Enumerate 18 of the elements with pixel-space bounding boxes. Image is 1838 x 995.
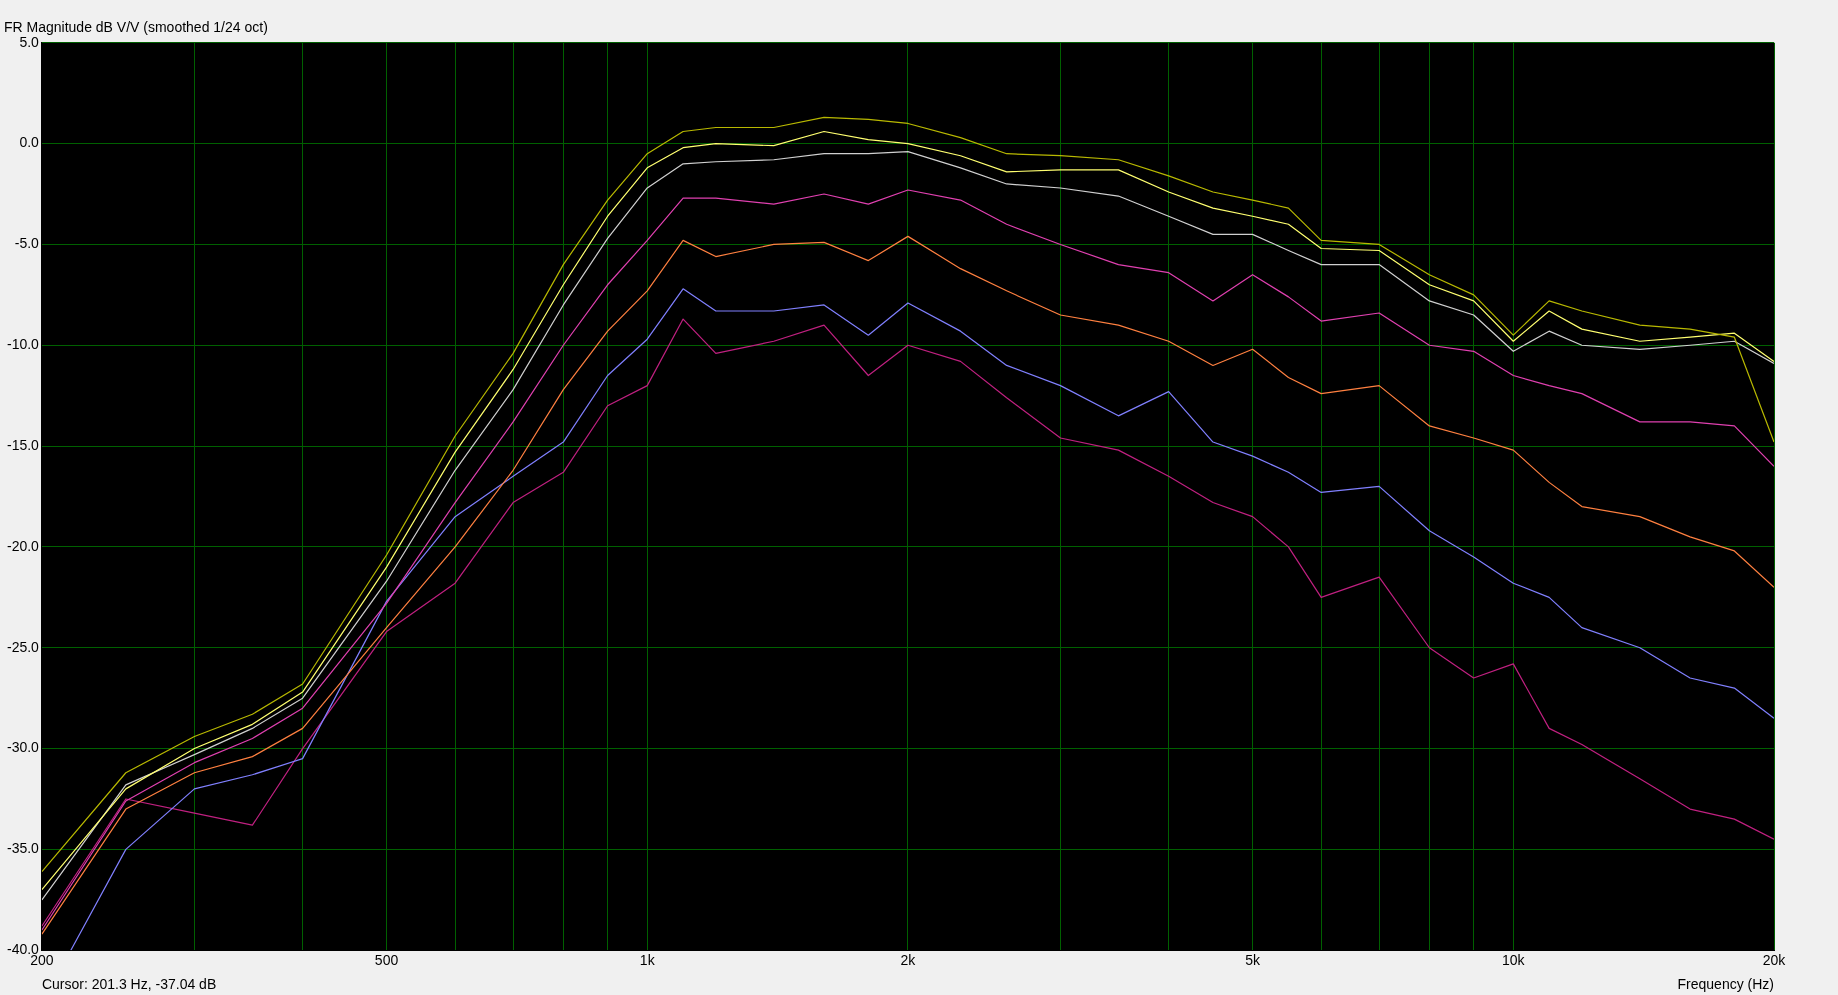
x-tick-label: 1k xyxy=(639,952,656,969)
y-tick-label: -10.0 xyxy=(6,336,40,353)
y-tick-label: -15.0 xyxy=(6,436,40,453)
x-tick-label: 500 xyxy=(374,952,399,969)
x-tick-label: 2k xyxy=(900,952,917,969)
x-tick-label: 5k xyxy=(1245,952,1261,969)
y-tick-label: -35.0 xyxy=(6,840,40,857)
y-tick-label: -20.0 xyxy=(6,537,40,554)
y-tick-label: -5.0 xyxy=(14,235,40,252)
y-tick-label: -30.0 xyxy=(6,739,40,756)
text: Cursor: 201.3 Hz, -37.04 dB xyxy=(41,975,217,992)
x-tick-label: 20k xyxy=(1762,952,1787,969)
x-axis-title: Frequency (Hz) xyxy=(1677,975,1774,992)
y-tick-label: 0.0 xyxy=(19,134,40,151)
x-tick-label: 10k xyxy=(1502,952,1526,969)
y-tick-label: 5.0 xyxy=(19,33,40,50)
chart-title: FR Magnitude dB V/V (smoothed 1/24 oct) xyxy=(4,19,268,36)
y-tick-label: -25.0 xyxy=(6,638,40,655)
